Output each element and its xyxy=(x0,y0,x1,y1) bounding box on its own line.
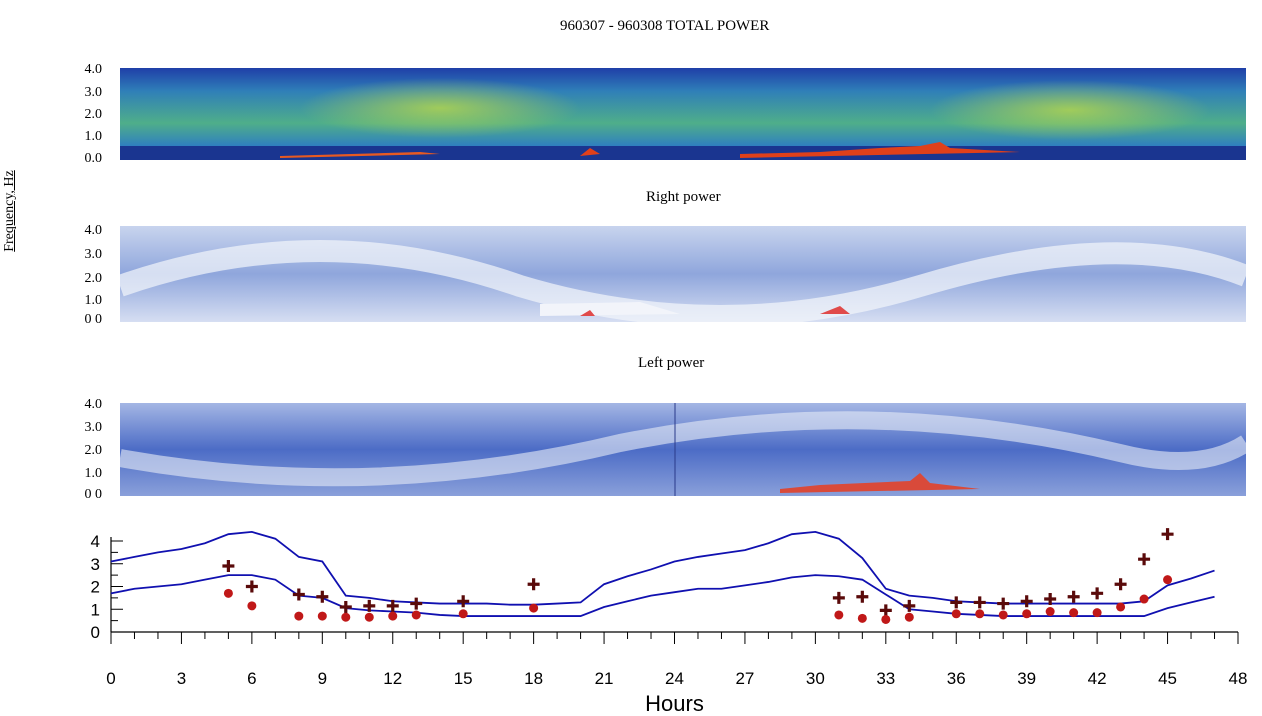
tick-label: 4.0 xyxy=(84,62,103,77)
dot-marker xyxy=(1069,608,1079,618)
y-tick-label: 0 xyxy=(91,623,100,642)
x-tick-label: 45 xyxy=(1158,669,1177,688)
dot-marker xyxy=(364,612,374,622)
dot-marker xyxy=(341,612,351,622)
x-tick-label: 0 xyxy=(106,669,115,688)
plus-marker xyxy=(1114,578,1127,591)
dot-marker xyxy=(1022,609,1032,619)
plus-marker xyxy=(950,596,963,609)
dot-marker xyxy=(247,601,257,611)
x-tick-label: 42 xyxy=(1088,669,1107,688)
dot-marker xyxy=(317,611,327,621)
x-tick-label: 33 xyxy=(876,669,895,688)
x-tick-label: 24 xyxy=(665,669,684,688)
dot-marker xyxy=(1092,608,1102,618)
plus-marker xyxy=(1020,595,1033,608)
tick-label: 2.0 xyxy=(84,107,103,122)
plus-marker xyxy=(879,604,892,617)
tick-label: 1.0 xyxy=(84,466,103,481)
right-power-title: Right power xyxy=(646,189,721,205)
x-axis-label: Hours xyxy=(645,691,704,716)
plus-marker xyxy=(316,590,329,603)
dot-marker xyxy=(1045,607,1055,617)
y-tick-label: 3 xyxy=(91,555,100,574)
x-tick-label: 15 xyxy=(454,669,473,688)
dot-marker xyxy=(951,609,961,619)
y-tick-label: 2 xyxy=(91,578,100,597)
x-tick-label: 48 xyxy=(1229,669,1248,688)
y-tick-label: 4 xyxy=(91,532,100,551)
tick-label: 2.0 xyxy=(84,271,103,286)
plus-marker xyxy=(1138,553,1151,566)
dot-marker xyxy=(223,588,233,598)
dot-marker xyxy=(388,611,398,621)
tick-label: 0.0 xyxy=(84,151,103,166)
dot-marker xyxy=(1116,602,1126,612)
tick-label: 1.0 xyxy=(84,129,103,144)
x-tick-label: 12 xyxy=(383,669,402,688)
dot-marker xyxy=(904,612,914,622)
dot-marker xyxy=(458,609,468,619)
x-tick-label: 36 xyxy=(947,669,966,688)
tick-label: 3.0 xyxy=(84,247,103,262)
dot-marker xyxy=(881,614,891,624)
x-tick-label: 27 xyxy=(735,669,754,688)
right-power-spectrogram xyxy=(120,226,1246,322)
plus-marker xyxy=(1067,590,1080,603)
y-tick-label: 1 xyxy=(91,600,100,619)
x-tick-label: 30 xyxy=(806,669,825,688)
tick-label: 2.0 xyxy=(84,443,103,458)
plus-marker xyxy=(222,560,235,573)
plus-marker xyxy=(339,600,352,613)
dot-marker xyxy=(1163,575,1173,585)
x-tick-label: 21 xyxy=(595,669,614,688)
x-tick-label: 3 xyxy=(177,669,186,688)
tick-label: 0 0 xyxy=(84,312,103,327)
dot-marker xyxy=(998,610,1008,620)
dot-marker xyxy=(1139,594,1149,604)
plus-marker xyxy=(410,597,423,610)
tick-label: 4.0 xyxy=(84,223,103,238)
plus-marker xyxy=(527,578,540,591)
tick-label: 3.0 xyxy=(84,85,103,100)
left-power-title: Left power xyxy=(638,355,705,371)
figure-title: 960307 - 960308 TOTAL POWER xyxy=(560,18,770,34)
plus-marker xyxy=(292,588,305,601)
plus-marker xyxy=(973,596,986,609)
plus-marker xyxy=(832,591,845,604)
x-tick-label: 6 xyxy=(247,669,256,688)
x-tick-label: 9 xyxy=(318,669,327,688)
dot-marker xyxy=(857,613,867,623)
dot-marker xyxy=(834,610,844,620)
plus-marker xyxy=(1161,528,1174,541)
x-tick-label: 39 xyxy=(1017,669,1036,688)
series-line-1 xyxy=(110,530,1215,606)
plus-marker xyxy=(245,580,258,593)
plus-marker xyxy=(903,599,916,612)
plus-marker xyxy=(1044,593,1057,606)
total-power-spectrogram xyxy=(120,68,1246,160)
x-tick-label: 18 xyxy=(524,669,543,688)
dot-marker xyxy=(294,611,304,621)
plus-marker xyxy=(1091,587,1104,600)
plus-marker xyxy=(457,595,470,608)
tick-label: 3.0 xyxy=(84,420,103,435)
tick-label: 4.0 xyxy=(84,397,103,412)
dot-marker xyxy=(411,610,421,620)
plus-marker xyxy=(997,597,1010,610)
tick-label: 0 0 xyxy=(84,487,103,502)
plus-marker xyxy=(363,599,376,612)
tick-label: 1.0 xyxy=(84,293,103,308)
plus-marker xyxy=(386,599,399,612)
left-power-spectrogram xyxy=(120,403,1246,496)
dot-marker xyxy=(529,603,539,613)
plus-marker xyxy=(856,590,869,603)
dot-marker xyxy=(975,609,985,619)
